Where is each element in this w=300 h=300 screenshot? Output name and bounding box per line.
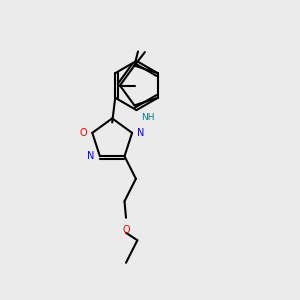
Text: O: O — [122, 225, 130, 235]
Text: O: O — [79, 128, 87, 138]
Text: NH: NH — [141, 113, 154, 122]
Text: N: N — [87, 151, 94, 161]
Text: N: N — [137, 128, 145, 138]
